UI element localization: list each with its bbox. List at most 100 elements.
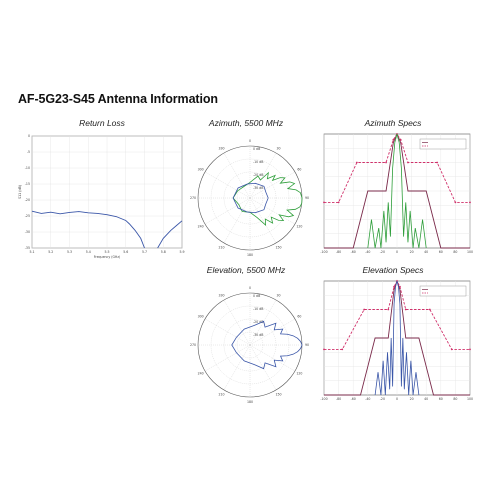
x-tick-label: -20 [380, 250, 385, 254]
polar-angle-label: 60 [297, 168, 301, 172]
spec-point [469, 348, 471, 351]
x-tick-label: -40 [365, 397, 370, 401]
y-tick-label: -25 [25, 214, 30, 218]
x-tick-label: 80 [453, 250, 457, 254]
return-loss-line [157, 220, 183, 249]
x-tick-label: -60 [351, 397, 356, 401]
polar-angle-label: 150 [275, 392, 281, 396]
polar-spoke [249, 344, 296, 372]
polar-angle-label: 300 [198, 168, 204, 172]
polar-spoke [249, 197, 296, 225]
x-tick-label: 40 [424, 250, 428, 254]
x-tick-label: 5.4 [86, 250, 91, 254]
x-tick-label: -80 [336, 397, 341, 401]
polar-spoke [249, 171, 296, 199]
x-tick-label: -80 [336, 250, 341, 254]
polar-angle-label: 60 [297, 315, 301, 319]
x-tick-label: -40 [365, 250, 370, 254]
elevation-polar-title: Elevation, 5500 MHz [206, 265, 286, 275]
spec-point [399, 285, 401, 288]
polar-angle-label: 330 [218, 294, 224, 298]
spec-point [454, 201, 457, 204]
polar-angle-label: 90 [305, 196, 309, 200]
y-axis-label: S11 (dB) [18, 185, 22, 199]
y-tick-label: -35 [25, 246, 30, 250]
polar-spoke [249, 197, 277, 244]
polar-radial-label: -30 dB [253, 186, 263, 190]
polar-spoke [249, 318, 296, 346]
y-tick-label: -10 [25, 166, 30, 170]
spec-point [385, 161, 387, 164]
azimuth-polar-title: Azimuth, 5500 MHz [208, 118, 284, 128]
x-tick-label: 0 [396, 250, 398, 254]
polar-spoke [223, 197, 251, 244]
polar-angle-label: 270 [190, 343, 196, 347]
x-tick-label: -100 [320, 250, 327, 254]
polar-angle-label: 180 [247, 253, 253, 257]
polar-angle-label: 210 [218, 245, 224, 249]
spec-point [393, 285, 395, 288]
x-tick-label: 100 [467, 250, 473, 254]
polar-spoke [249, 344, 277, 391]
spec-point [469, 201, 471, 204]
spec-series-trace_green [367, 133, 427, 249]
azimuth-specs-chart: -100 -80 -60 -40 -20 0 20 40 60 80 100 [320, 132, 473, 254]
azimuth-polar-chart: 0 30 60 90 120 150 180 210 240 270 300 330 0 dB -10 d… [190, 139, 309, 257]
x-tick-label: 5.9 [179, 250, 184, 254]
spec-series-trace_blue [374, 280, 420, 396]
polar-radial-label: -10 dB [253, 307, 263, 311]
polar-angle-label: 330 [218, 147, 224, 151]
x-tick-label: 5.5 [104, 250, 109, 254]
polar-angle-label: 0 [249, 139, 251, 143]
polar-pattern-blue [231, 320, 303, 370]
x-tick-label: -60 [351, 250, 356, 254]
elevation-specs-title: Elevation Specs [362, 265, 424, 275]
polar-spoke [223, 299, 251, 346]
x-axis-label: Frequency (GHz) [94, 255, 121, 259]
polar-angle-label: 0 [249, 286, 251, 290]
spec-point [387, 308, 390, 311]
polar-angle-label: 120 [296, 225, 302, 229]
polar-radial-label: -20 dB [253, 320, 263, 324]
polar-spoke [204, 344, 251, 372]
x-tick-label: 20 [410, 250, 414, 254]
x-tick-label: -20 [380, 397, 385, 401]
spec-point [450, 348, 453, 351]
elevation-polar-chart: 0 30 60 90 120 150 180 210 240 270 300 330 0 dB -10 d… [190, 286, 309, 404]
polar-spoke [204, 171, 251, 199]
polar-angle-label: 270 [190, 196, 196, 200]
polar-radial-label: -20 dB [253, 173, 263, 177]
x-tick-label: 80 [453, 397, 457, 401]
y-tick-label: -5 [27, 150, 30, 154]
polar-pattern-blue [232, 182, 269, 214]
x-tick-label: -100 [320, 397, 327, 401]
x-tick-label: 40 [424, 397, 428, 401]
legend-box [419, 285, 467, 297]
x-tick-label: 5.8 [161, 250, 166, 254]
return-loss-line [31, 210, 145, 249]
y-tick-label: 0 [28, 134, 30, 138]
polar-spoke [249, 299, 277, 346]
polar-angle-label: 30 [276, 147, 280, 151]
polar-angle-label: 240 [198, 225, 204, 229]
polar-angle-label: 300 [198, 315, 204, 319]
polar-angle-label: 90 [305, 343, 309, 347]
elevation-specs-chart: -100 -80 -60 -40 -20 0 20 40 60 80 100 [320, 279, 473, 401]
y-tick-label: -30 [25, 230, 30, 234]
legend-box [419, 138, 467, 150]
spec-point [337, 201, 340, 204]
x-tick-label: 5.7 [142, 250, 147, 254]
y-tick-label: -20 [25, 198, 30, 202]
polar-spoke [249, 152, 277, 199]
polar-angle-label: 120 [296, 372, 302, 376]
x-tick-label: 60 [439, 250, 443, 254]
polar-angle-label: 30 [276, 294, 280, 298]
page-title: AF-5G23-S45 Antenna Information [18, 92, 218, 106]
polar-spoke [223, 344, 251, 391]
x-tick-label: 5.3 [67, 250, 72, 254]
x-tick-label: 20 [410, 397, 414, 401]
polar-spoke [204, 197, 251, 225]
x-tick-label: 60 [439, 397, 443, 401]
y-tick-label: -15 [25, 182, 30, 186]
spec-point [323, 201, 325, 204]
